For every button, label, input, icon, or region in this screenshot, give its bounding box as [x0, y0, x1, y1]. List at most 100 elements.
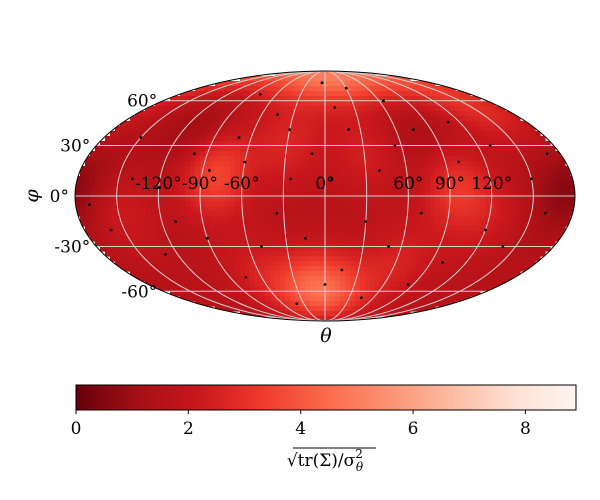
heat-cell	[100, 196, 106, 202]
heat-cell	[160, 171, 166, 177]
sample-points	[88, 81, 549, 306]
heat-cell	[555, 176, 561, 182]
heat-cell	[75, 181, 81, 187]
heat-cell	[320, 256, 326, 262]
heat-cell	[350, 221, 356, 227]
heat-cell	[500, 211, 506, 217]
heat-cell	[405, 96, 411, 102]
heat-cell	[160, 101, 166, 107]
heat-cell	[290, 301, 296, 307]
heat-cell	[345, 121, 351, 127]
heat-cell	[345, 131, 351, 137]
heat-cell	[460, 131, 466, 137]
heat-cell	[105, 246, 111, 252]
heat-cell	[190, 101, 196, 107]
heat-cell	[225, 266, 231, 272]
heat-cell	[440, 191, 446, 197]
heat-cell	[540, 186, 546, 192]
heat-cell	[110, 236, 116, 242]
heat-cell	[260, 171, 266, 177]
heat-cell	[230, 161, 236, 167]
heat-cell	[445, 211, 451, 217]
heat-cell	[300, 281, 306, 287]
heat-cell	[215, 256, 221, 262]
heat-cell	[500, 196, 506, 202]
heat-cell	[390, 231, 396, 237]
heat-cell	[205, 156, 211, 162]
heat-cell	[430, 231, 436, 237]
heat-cell	[225, 186, 231, 192]
heat-cell	[245, 136, 251, 142]
heat-cell	[325, 186, 331, 192]
heat-cell	[350, 171, 356, 177]
heat-cell	[320, 291, 326, 297]
heat-cell	[545, 181, 551, 187]
heat-cell	[95, 216, 101, 222]
heat-cell	[265, 176, 271, 182]
heat-cell	[130, 126, 136, 132]
heat-cell	[560, 196, 566, 202]
heat-cell	[350, 136, 356, 142]
heat-cell	[340, 286, 346, 292]
heat-cell	[345, 111, 351, 117]
heat-cell	[340, 186, 346, 192]
heat-cell	[490, 201, 496, 207]
heat-cell	[200, 176, 206, 182]
heat-cell	[260, 226, 266, 232]
heat-cell	[185, 146, 191, 152]
heat-cell	[285, 291, 291, 297]
heat-cell	[360, 191, 366, 197]
heat-cell	[475, 131, 481, 137]
heat-cell	[105, 166, 111, 172]
heat-cell	[140, 121, 146, 127]
heat-cell	[400, 286, 406, 292]
heat-cell	[210, 181, 216, 187]
heat-cell	[305, 206, 311, 212]
heat-cell	[475, 136, 481, 142]
heat-cell	[235, 101, 241, 107]
heat-cell	[155, 196, 161, 202]
heat-cell	[455, 256, 461, 262]
heat-cell	[370, 226, 376, 232]
heat-cell	[545, 231, 551, 237]
heat-cell	[490, 221, 496, 227]
heat-cell	[355, 276, 361, 282]
heat-cell	[510, 166, 516, 172]
heat-cell	[325, 311, 331, 317]
heat-cell	[400, 81, 406, 87]
heat-cell	[410, 81, 416, 87]
heat-cell	[275, 181, 281, 187]
heat-cell	[220, 271, 226, 277]
heat-cell	[220, 226, 226, 232]
heat-cell	[400, 251, 406, 257]
heat-cell	[305, 186, 311, 192]
heat-cell	[515, 216, 521, 222]
heat-cell	[350, 266, 356, 272]
heat-cell	[500, 121, 506, 127]
heat-cell	[420, 216, 426, 222]
heat-cell	[165, 196, 171, 202]
heat-cell	[155, 216, 161, 222]
heat-cell	[415, 281, 421, 287]
heat-cell	[275, 101, 281, 107]
heat-cell	[255, 116, 261, 122]
heat-cell	[345, 266, 351, 272]
heat-cell	[375, 276, 381, 282]
heat-cell	[520, 241, 526, 247]
heat-cell	[225, 296, 231, 302]
heat-cell	[240, 186, 246, 192]
heat-cell	[455, 111, 461, 117]
heat-cell	[460, 256, 466, 262]
heat-cell	[515, 236, 521, 242]
heat-cell	[340, 191, 346, 197]
heat-cell	[375, 216, 381, 222]
heat-cell	[250, 216, 256, 222]
heat-cell	[360, 86, 366, 92]
heat-cell	[265, 236, 271, 242]
heat-cell	[565, 201, 571, 207]
heat-cell	[380, 231, 386, 237]
heat-cell	[545, 146, 551, 152]
heat-cell	[255, 286, 261, 292]
